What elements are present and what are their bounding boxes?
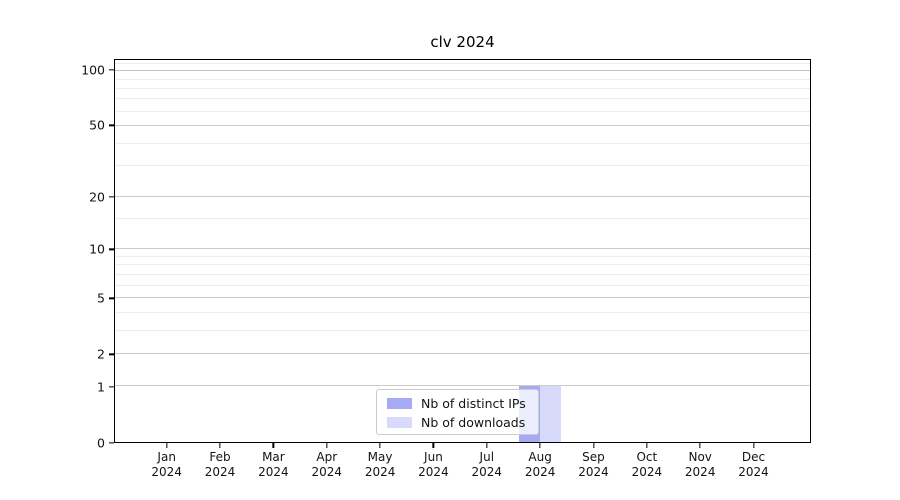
gridline-major [115, 352, 810, 354]
y-tick-mark [109, 386, 114, 388]
legend-item-distinct-ips: Nb of distinct IPs [377, 394, 538, 413]
x-axis: Jan 2024 Feb 2024 Mar 2024 Apr 2024 May 2024 Jun 20… [114, 443, 811, 495]
gridline-minor [115, 165, 810, 167]
x-tick-mark [166, 443, 168, 448]
x-tick-label: Sep 2024 [578, 450, 609, 479]
x-tick-label: Dec 2024 [738, 450, 769, 479]
gridline-minor [115, 87, 810, 89]
y-tick-mark [109, 248, 114, 250]
y-tick-label: 20 [89, 189, 105, 205]
y-tick-mark [109, 297, 114, 299]
plot-area: Nb of distinct IPs Nb of downloads [114, 59, 811, 443]
gridline-minor [115, 273, 810, 275]
x-tick-label: Oct 2024 [631, 450, 663, 479]
gridline-minor [115, 264, 810, 266]
bar-downloads [539, 386, 561, 442]
y-tick-label: 10 [89, 241, 105, 257]
y-tick-mark [109, 69, 114, 71]
x-tick-label: Aug 2024 [524, 450, 556, 479]
gridline-minor [115, 284, 810, 286]
x-tick-label: Feb 2024 [204, 450, 236, 479]
x-tick-mark [646, 443, 648, 448]
y-tick-label: 100 [81, 62, 105, 78]
gridline-minor [115, 98, 810, 100]
y-tick-mark [109, 124, 114, 127]
x-tick-mark [219, 443, 221, 448]
gridline-minor [115, 329, 810, 331]
legend: Nb of distinct IPs Nb of downloads [376, 389, 539, 435]
gridline-minor [115, 78, 810, 80]
y-tick-mark [109, 196, 114, 198]
legend-swatch-distinct-ips-icon [387, 398, 412, 409]
gridline-minor [115, 62, 810, 64]
legend-swatch-downloads-icon [387, 417, 412, 428]
gridline-major [115, 125, 810, 127]
x-tick-label: Mar 2024 [258, 450, 289, 479]
gridline-major [115, 297, 810, 299]
x-tick-mark [699, 443, 701, 448]
x-tick-mark [326, 443, 328, 448]
x-tick-mark [752, 443, 755, 448]
x-tick-label: Jun 2024 [418, 450, 449, 479]
y-tick-mark [109, 353, 114, 355]
gridline-minor [115, 255, 810, 257]
x-tick-mark [272, 443, 275, 448]
gridline-major [115, 70, 810, 72]
legend-label-downloads: Nb of downloads [421, 415, 526, 430]
y-tick-label: 2 [97, 346, 105, 362]
x-tick-mark [539, 443, 541, 448]
gridline-minor [115, 311, 810, 313]
x-tick-label: May 2024 [364, 450, 396, 479]
x-tick-label: Jul 2024 [471, 450, 503, 479]
x-tick-mark [379, 443, 381, 448]
gridline-minor [115, 142, 810, 144]
chart-title: clv 2024 [430, 33, 495, 51]
gridline-minor [115, 110, 810, 112]
gridline-major [115, 248, 810, 250]
x-tick-label: Jan 2024 [151, 450, 182, 479]
x-tick-label: Apr 2024 [311, 450, 343, 479]
x-tick-mark [592, 443, 595, 448]
x-tick-mark [432, 443, 435, 448]
y-tick-label: 5 [97, 290, 105, 306]
y-tick-label: 1 [97, 379, 105, 395]
legend-item-downloads: Nb of downloads [377, 413, 538, 432]
y-tick-mark [109, 442, 114, 444]
y-tick-label: 0 [97, 435, 105, 451]
y-tick-label: 50 [89, 117, 105, 133]
gridline-major [115, 196, 810, 198]
x-tick-mark [486, 443, 488, 448]
legend-label-distinct-ips: Nb of distinct IPs [421, 396, 526, 411]
gridline-major [115, 385, 810, 387]
gridline-minor [115, 218, 810, 220]
x-tick-label: Nov 2024 [684, 450, 716, 479]
y-axis: 0 1 2 5 10 20 50 100 [0, 59, 114, 451]
